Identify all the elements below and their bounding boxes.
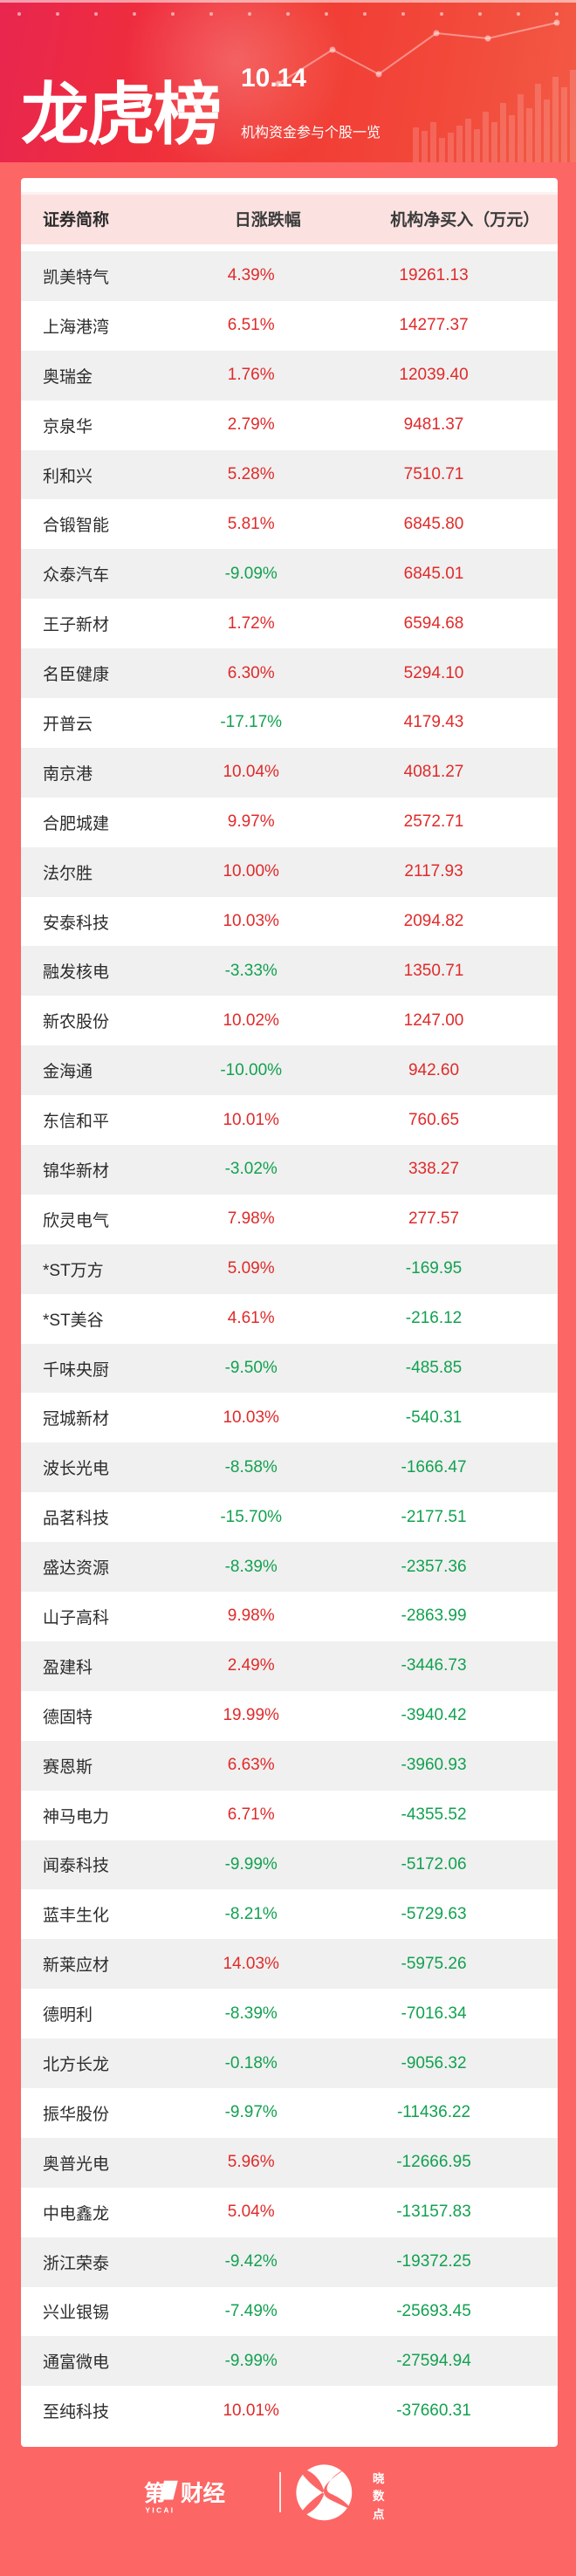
svg-text:YICAI: YICAI	[146, 2507, 175, 2515]
svg-text:财经: 财经	[181, 2481, 226, 2506]
